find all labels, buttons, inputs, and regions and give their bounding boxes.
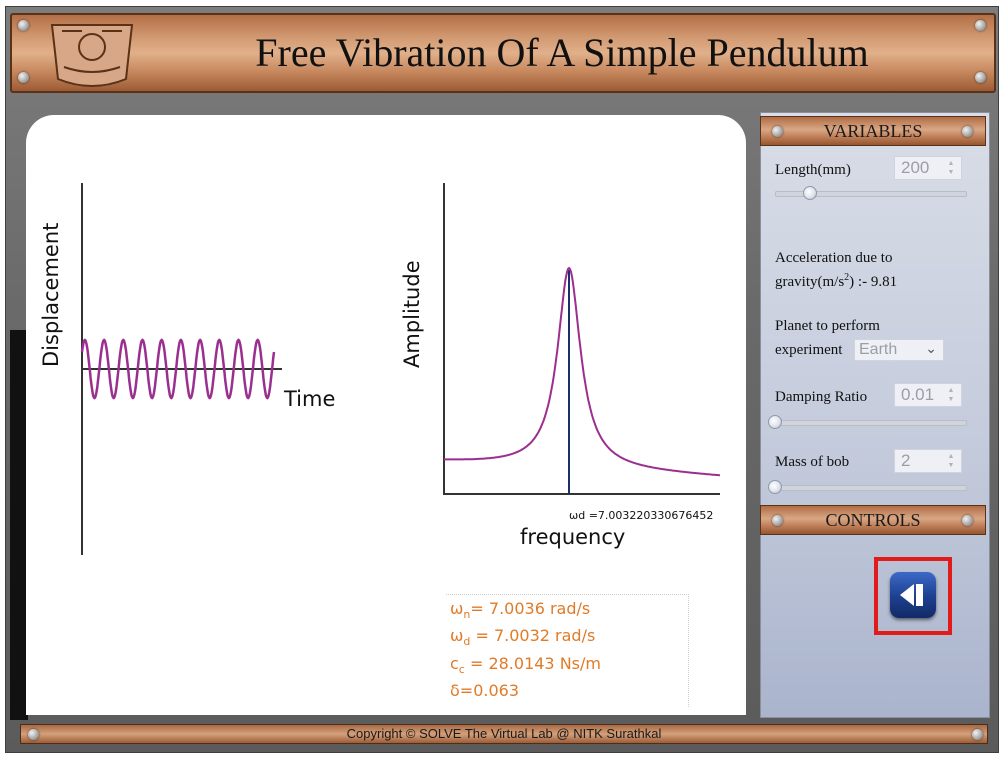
wd-result: ωd = 7.0032 rad/s	[450, 626, 596, 649]
rivet-icon	[975, 72, 986, 83]
rivet-icon	[18, 72, 29, 83]
wd-annotation: ωd =7.003220330676452	[569, 509, 713, 522]
variables-title: VARIABLES	[823, 121, 923, 141]
rivet-icon	[962, 515, 973, 526]
planet-label-line2: experiment	[775, 342, 843, 358]
wn-result: ωn= 7.0036 rad/s	[450, 599, 591, 622]
displacement-ylabel: Displacement	[39, 223, 63, 367]
institute-logo	[50, 24, 134, 87]
rivet-icon	[18, 20, 29, 31]
mass-slider-track[interactable]	[775, 485, 967, 491]
amplitude-ylabel: Amplitude	[400, 260, 424, 368]
mass-input[interactable]: 2 ▲ ▼	[894, 449, 962, 473]
rivet-icon	[772, 126, 783, 137]
length-input[interactable]: 200 ▲ ▼	[894, 156, 962, 180]
footer-bar: Copyright © SOLVE The Virtual Lab @ NITK…	[20, 724, 988, 744]
rivet-icon	[772, 515, 783, 526]
step-back-icon-bar	[916, 584, 923, 606]
rivet-icon	[28, 729, 39, 740]
spinner-arrows-icon[interactable]: ▲ ▼	[947, 453, 955, 469]
plots-svg: Displacement Time Amplitude frequency ωd…	[39, 183, 721, 555]
planet-select[interactable]: Earth ⌄	[854, 339, 944, 361]
gravity-label-line1: Acceleration due to	[775, 250, 893, 266]
damping-input[interactable]: 0.01 ▲ ▼	[894, 383, 962, 407]
spinner-arrows-icon[interactable]: ▲ ▼	[947, 160, 955, 176]
controls-header: CONTROLS	[760, 505, 986, 535]
amplitude-xlabel: frequency	[520, 525, 625, 549]
length-slider-track[interactable]	[775, 191, 967, 197]
copyright-text: Copyright © SOLVE The Virtual Lab @ NITK…	[346, 726, 662, 741]
variables-header: VARIABLES	[760, 116, 986, 146]
planet-label-line1: Planet to perform	[775, 318, 880, 334]
chevron-down-icon: ⌄	[925, 340, 937, 356]
results-box: ωn= 7.0036 rad/s ωd = 7.0032 rad/s cc = …	[446, 594, 689, 707]
play-button-highlight	[874, 557, 952, 635]
header-bar: Free Vibration Of A Simple Pendulum	[10, 13, 996, 93]
length-slider-thumb[interactable]	[803, 186, 818, 200]
damping-label: Damping Ratio	[775, 389, 868, 405]
gravity-label-line2: gravity(m/s2) :- 9.81	[775, 272, 898, 290]
rivet-icon	[972, 729, 983, 740]
mass-label: Mass of bob	[775, 454, 850, 470]
amplitude-curve	[443, 266, 721, 477]
rivet-icon	[962, 126, 973, 137]
controls-title: CONTROLS	[825, 510, 921, 530]
panel-shadow	[10, 330, 28, 720]
step-back-button[interactable]	[890, 572, 936, 618]
displacement-curve	[80, 338, 276, 400]
damping-slider-track[interactable]	[775, 420, 967, 426]
displacement-xlabel: Time	[283, 387, 335, 411]
mass-slider-thumb[interactable]	[768, 480, 782, 494]
damping-slider-thumb[interactable]	[768, 415, 782, 429]
plot-panel: Displacement Time Amplitude frequency ωd…	[26, 115, 746, 715]
step-back-icon	[900, 584, 914, 606]
rivet-icon	[975, 20, 986, 31]
spinner-arrows-icon[interactable]: ▲ ▼	[947, 387, 955, 403]
page-title: Free Vibration Of A Simple Pendulum	[255, 30, 869, 75]
length-label: Length(mm)	[775, 162, 851, 178]
delta-result: δ=0.063	[450, 681, 519, 700]
cc-result: cc = 28.0143 Ns/m	[450, 654, 601, 677]
